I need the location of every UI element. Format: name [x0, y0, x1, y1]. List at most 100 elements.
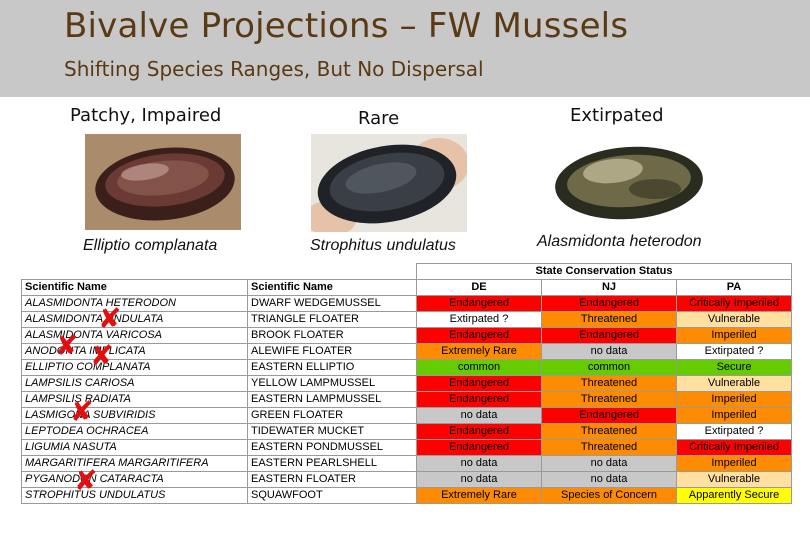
column-header-de: DE [416, 279, 542, 296]
table-row: PYGANODON CATARACTA EASTERN FLOATER no dat… [21, 471, 793, 488]
species-name-elliptio: Elliptio complanata [83, 237, 218, 254]
cell-status-pa: Imperiled [675, 407, 793, 424]
cell-status-de: common [416, 359, 542, 376]
cell-status-de: Extirpated ? [416, 311, 542, 328]
cell-common-name: GREEN FLOATER [247, 407, 417, 424]
column-header-common: Scientific Name [247, 279, 417, 296]
table-row: ALASMIDONTA UNDULATA TRIANGLE FLOATER Exti… [21, 311, 793, 328]
column-header-pa: PA [675, 279, 793, 296]
cell-status-nj: Threatened [541, 311, 677, 328]
cell-scientific-name: ELLIPTIO COMPLANATA [21, 359, 248, 376]
cell-status-de: no data [416, 407, 542, 424]
cell-common-name: DWARF WEDGEMUSSEL [247, 295, 417, 312]
cell-status-de: Endangered [416, 295, 542, 312]
category-label-extirpated: Extirpated [570, 105, 664, 126]
cell-status-nj: no data [541, 471, 677, 488]
cell-scientific-name: LEPTODEA OCHRACEA [21, 423, 248, 440]
cell-status-pa: Imperiled [675, 327, 793, 344]
column-header-nj: NJ [541, 279, 677, 296]
table-group-header-row: State Conservation Status [21, 263, 793, 280]
table-row: ANODONTA IMPLICATA ALEWIFE FLOATER Extreme… [21, 343, 793, 360]
cell-status-nj: no data [541, 455, 677, 472]
cell-status-de: no data [416, 471, 542, 488]
cell-scientific-name: ALASMIDONTA UNDULATA [21, 311, 248, 328]
cell-scientific-name: MARGARITIFERA MARGARITIFERA [21, 455, 248, 472]
table-row: STROPHITUS UNDULATUS SQUAWFOOT Extremely R… [21, 487, 793, 504]
species-name-alasmidonta: Alasmidonta heterodon [537, 233, 702, 250]
table-row: ALASMIDONTA VARICOSA BROOK FLOATER Endange… [21, 327, 793, 344]
x-mark-icon: ✘ [70, 395, 94, 428]
cell-status-pa: Critically Imperiled [675, 295, 793, 312]
cell-common-name: ALEWIFE FLOATER [247, 343, 417, 360]
cell-status-nj: Endangered [541, 407, 677, 424]
cell-common-name: EASTERN FLOATER [247, 471, 417, 488]
cell-common-name: YELLOW LAMPMUSSEL [247, 375, 417, 392]
page-subtitle: Shifting Species Ranges, But No Dispersa… [64, 57, 484, 81]
cell-common-name: EASTERN PONDMUSSEL [247, 439, 417, 456]
cell-common-name: EASTERN ELLIPTIO [247, 359, 417, 376]
category-label-patchy: Patchy, Impaired [70, 105, 222, 126]
cell-common-name: BROOK FLOATER [247, 327, 417, 344]
cell-scientific-name: LIGUMIA NASUTA [21, 439, 248, 456]
x-mark-icon: ✘ [90, 339, 114, 372]
cell-status-nj: no data [541, 343, 677, 360]
cell-common-name: EASTERN PEARLSHELL [247, 455, 417, 472]
table-header-spacer [21, 263, 417, 280]
cell-scientific-name: ALASMIDONTA HETERODON [21, 295, 248, 312]
cell-status-de: Extremely Rare [416, 487, 542, 504]
table-row: LASMIGONA SUBVIRIDIS GREEN FLOATER no data… [21, 407, 793, 424]
cell-status-pa: Apparently Secure [675, 487, 793, 504]
cell-status-pa: Critically Imperiled [675, 439, 793, 456]
cell-status-de: no data [416, 455, 542, 472]
x-mark-icon: ✘ [74, 464, 98, 497]
cell-status-pa: Extirpated ? [675, 343, 793, 360]
cell-status-pa: Extirpated ? [675, 423, 793, 440]
page-title: Bivalve Projections – FW Mussels [64, 6, 629, 46]
cell-status-nj: Threatened [541, 375, 677, 392]
cell-scientific-name: LASMIGONA SUBVIRIDIS [21, 407, 248, 424]
table-row: LAMPSILIS CARIOSA YELLOW LAMPMUSSEL Endang… [21, 375, 793, 392]
cell-status-pa: Imperiled [675, 455, 793, 472]
cell-scientific-name: LAMPSILIS CARIOSA [21, 375, 248, 392]
cell-status-de: Endangered [416, 375, 542, 392]
category-label-rare: Rare [358, 108, 400, 129]
cell-scientific-name: STROPHITUS UNDULATUS [21, 487, 248, 504]
cell-status-nj: common [541, 359, 677, 376]
title-banner: Bivalve Projections – FW Mussels Shiftin… [0, 0, 810, 97]
cell-status-nj: Endangered [541, 327, 677, 344]
species-name-strophitus: Strophitus undulatus [310, 237, 456, 254]
cell-common-name: SQUAWFOOT [247, 487, 417, 504]
table-row: MARGARITIFERA MARGARITIFERA EASTERN PEARL… [21, 455, 793, 472]
table-column-header-row: Scientific Name Scientific Name DE NJ PA [21, 279, 793, 296]
table-row: LAMPSILIS RADIATA EASTERN LAMPMUSSEL Endan… [21, 391, 793, 408]
cell-status-de: Endangered [416, 423, 542, 440]
cell-scientific-name: LAMPSILIS RADIATA [21, 391, 248, 408]
cell-status-nj: Threatened [541, 439, 677, 456]
cell-status-de: Endangered [416, 439, 542, 456]
cell-status-nj: Threatened [541, 391, 677, 408]
state-status-header: State Conservation Status [415, 263, 793, 280]
cell-status-pa: Vulnerable [675, 375, 793, 392]
cell-status-pa: Vulnerable [675, 311, 793, 328]
cell-status-de: Extremely Rare [416, 343, 542, 360]
column-header-scientific: Scientific Name [21, 279, 248, 296]
cell-common-name: TRIANGLE FLOATER [247, 311, 417, 328]
cell-status-nj: Endangered [541, 295, 677, 312]
cell-status-de: Endangered [416, 327, 542, 344]
x-mark-icon: ✘ [55, 329, 79, 362]
cell-status-nj: Threatened [541, 423, 677, 440]
cell-status-nj: Species of Concern [541, 487, 677, 504]
cell-status-pa: Vulnerable [675, 471, 793, 488]
conservation-status-table: State Conservation Status Scientific Nam… [21, 263, 793, 504]
cell-status-pa: Imperiled [675, 391, 793, 408]
cell-common-name: TIDEWATER MUCKET [247, 423, 417, 440]
x-mark-icon: ✘ [98, 302, 122, 335]
cell-scientific-name: PYGANODON CATARACTA [21, 471, 248, 488]
mussel-photo-strophitus [311, 134, 467, 232]
cell-status-de: Endangered [416, 391, 542, 408]
table-row: ALASMIDONTA HETERODON DWARF WEDGEMUSSEL En… [21, 295, 793, 312]
cell-scientific-name: ANODONTA IMPLICATA [21, 343, 248, 360]
cell-status-pa: Secure [675, 359, 793, 376]
cell-common-name: EASTERN LAMPMUSSEL [247, 391, 417, 408]
mussel-photo-elliptio [85, 134, 241, 230]
